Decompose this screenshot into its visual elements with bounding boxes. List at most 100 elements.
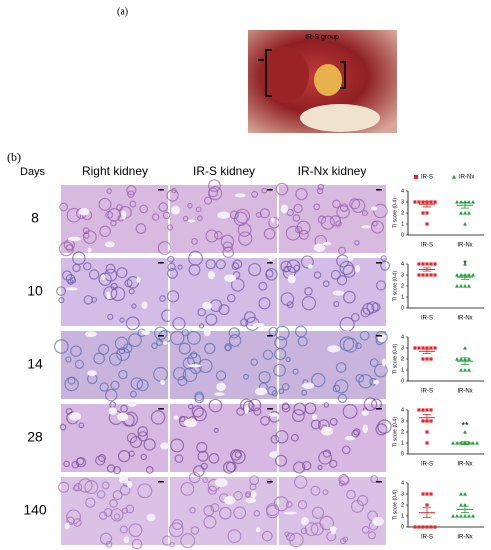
texture <box>167 255 175 263</box>
texture <box>200 462 208 470</box>
texture <box>323 402 330 408</box>
point <box>413 346 417 350</box>
texture <box>302 461 312 471</box>
texture <box>59 423 67 431</box>
error-bar <box>461 357 469 365</box>
point <box>467 357 471 361</box>
texture <box>227 529 242 544</box>
lumen <box>216 382 226 392</box>
texture <box>228 334 242 347</box>
texture <box>310 485 321 496</box>
texture <box>197 450 209 462</box>
panel-label: (b) <box>7 150 21 164</box>
texture <box>58 297 65 304</box>
texture <box>105 210 114 219</box>
texture <box>265 268 278 281</box>
scale-bar <box>158 481 164 483</box>
point <box>425 262 429 266</box>
texture <box>355 373 365 383</box>
y-tick-label: 2 <box>401 429 404 435</box>
texture <box>286 259 301 273</box>
texture <box>359 330 370 341</box>
texture <box>98 197 112 211</box>
lumen <box>361 410 369 416</box>
point <box>433 273 437 277</box>
texture <box>233 506 247 520</box>
texture <box>117 449 131 463</box>
point <box>451 441 455 445</box>
texture <box>317 464 323 471</box>
texture <box>329 417 338 426</box>
texture <box>145 465 154 474</box>
lumen <box>313 243 326 252</box>
lumen <box>235 193 246 198</box>
texture <box>106 188 113 194</box>
texture <box>342 264 356 278</box>
texture <box>349 198 361 210</box>
texture <box>172 519 183 531</box>
point <box>459 211 463 215</box>
texture <box>191 238 199 245</box>
texture <box>214 230 223 240</box>
texture <box>61 270 73 281</box>
texture <box>351 198 366 213</box>
texture <box>63 460 70 468</box>
x-tick-label: IR-S <box>421 243 433 249</box>
texture <box>202 477 209 484</box>
texture <box>274 336 288 350</box>
lumen <box>141 330 151 336</box>
point <box>463 492 467 496</box>
texture <box>137 431 148 442</box>
texture <box>162 211 171 220</box>
lumen <box>344 435 356 441</box>
point <box>429 408 433 412</box>
point <box>425 408 429 412</box>
lumen <box>104 241 115 248</box>
texture <box>129 200 137 208</box>
texture <box>205 313 218 326</box>
texture <box>112 490 123 501</box>
texture <box>99 382 109 392</box>
texture <box>292 368 299 375</box>
point <box>429 346 433 350</box>
texture <box>101 481 110 490</box>
texture <box>182 357 196 370</box>
texture <box>178 342 191 355</box>
texture <box>169 541 175 548</box>
texture <box>98 343 110 355</box>
point <box>425 357 429 361</box>
point <box>463 211 467 215</box>
x-tick-label: IR-S <box>421 462 433 468</box>
texture <box>158 202 168 212</box>
lumen <box>327 345 341 353</box>
texture <box>300 527 308 535</box>
scale-bar <box>376 335 382 337</box>
texture <box>318 450 333 465</box>
texture <box>93 352 106 365</box>
y-tick-label: 4 <box>401 407 404 413</box>
texture <box>208 186 223 201</box>
texture <box>126 432 138 444</box>
point <box>413 200 417 204</box>
texture <box>242 400 255 413</box>
legend-marker <box>414 175 418 179</box>
lumen <box>78 208 90 216</box>
column-header: IR-S kidney <box>193 164 255 178</box>
texture <box>273 496 289 512</box>
texture <box>196 441 208 454</box>
scale-bar <box>267 481 273 483</box>
texture <box>342 403 358 419</box>
histology-image <box>169 326 279 404</box>
texture <box>243 373 249 380</box>
lumen <box>269 451 283 459</box>
texture <box>66 207 82 223</box>
texture <box>332 199 341 209</box>
point <box>463 368 467 372</box>
point <box>429 262 433 266</box>
lumen <box>171 205 180 215</box>
point <box>471 514 475 518</box>
scale-bar <box>267 189 273 191</box>
point <box>467 200 471 204</box>
lumen <box>69 412 82 421</box>
texture <box>275 182 289 196</box>
